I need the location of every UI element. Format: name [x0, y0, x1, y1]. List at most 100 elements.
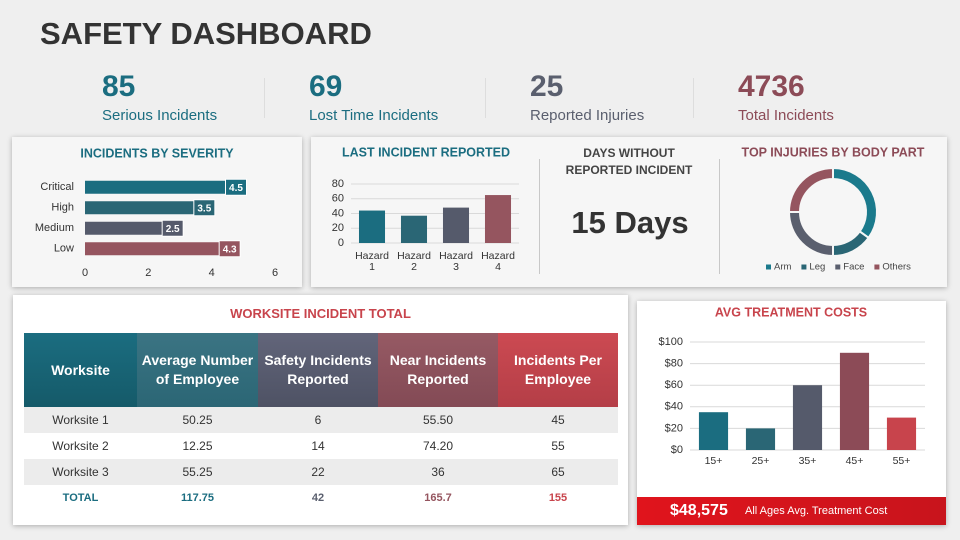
y-tick-label: $40	[665, 401, 683, 413]
x-tick-label: Hazard 1	[355, 250, 389, 273]
table-row: Worksite 2 12.25 14 74.20 55	[24, 433, 618, 459]
legend-swatch	[835, 264, 841, 270]
treatment-chart: AVG TREATMENT COSTS $0 $20 $40 $60 $80 $100	[659, 305, 925, 456]
x-tick-label: 15+	[704, 455, 723, 467]
x-tick-label: Hazard 4	[481, 250, 515, 273]
worksite-table: Worksite Average Number of Employee Safety…	[24, 333, 618, 511]
x-tick-label: 6	[272, 267, 278, 279]
footer-bar: $48,575 All Ages Avg. Treatment Cost	[637, 497, 946, 525]
value-label: 4.5	[229, 183, 243, 194]
value-label-box	[193, 199, 216, 217]
divider	[719, 159, 720, 274]
table-row: Worksite 3 55.25 22 36 65	[24, 459, 618, 485]
total-cell: 42	[311, 492, 325, 504]
y-tick-label: $60	[665, 379, 683, 391]
y-tick-label: 20	[332, 222, 344, 234]
kpi-label: Reported Injuries	[530, 107, 645, 124]
x-tick-label: 55+	[892, 455, 911, 467]
x-tick-label: 45+	[845, 455, 864, 467]
kpi-value: 85	[102, 70, 136, 103]
slice	[832, 230, 870, 258]
footer-label: All Ages Avg. Treatment Cost	[745, 505, 888, 517]
y-tick-label: High	[51, 202, 74, 214]
treatment-panel: AVG TREATMENT COSTS $0 $20 $40 $60 $80 $100 $4…	[637, 301, 946, 525]
slice	[787, 211, 834, 258]
bar	[484, 195, 512, 243]
y-tick-label: 60	[332, 193, 344, 205]
days-title: DAYS WITHOUT REPORTED INCIDENT	[565, 146, 693, 177]
chart-title: TOP INJURIES BY BODY PART	[742, 145, 925, 159]
value-label: 3.5	[197, 203, 211, 214]
table-cell: 45	[551, 413, 565, 427]
x-tick-label: 35+	[798, 455, 817, 467]
column-header: Worksite	[24, 333, 137, 407]
kpi-divider	[693, 78, 694, 118]
severity-panel: INCIDENTS BY SEVERITY 0 2 4 6 Critical 4.5 High…	[12, 137, 302, 287]
legend-swatch	[874, 264, 880, 270]
table-cell: 22	[311, 465, 325, 479]
severity-chart: INCIDENTS BY SEVERITY 0 2 4 6 Critical 4.5 High…	[35, 146, 278, 279]
hazard-chart: LAST INCIDENT REPORTED 0 20 40 60 80	[332, 145, 519, 249]
legend-label: Face	[843, 262, 864, 273]
bar	[85, 201, 196, 215]
worksite-panel: WORKSITE INCIDENT TOTAL Worksite Average …	[13, 295, 628, 525]
divider	[539, 159, 540, 274]
table-cell: Worksite 3	[52, 465, 109, 479]
column-header: Average Number of Employee	[137, 333, 258, 407]
legend-swatch	[766, 264, 771, 270]
legend-swatch	[801, 264, 807, 270]
total-cell: 165.7	[424, 492, 452, 504]
legend-label: Leg	[809, 262, 825, 273]
bar	[358, 210, 386, 243]
footer-value: $48,575	[670, 502, 728, 519]
chart-title: INCIDENTS BY SEVERITY	[80, 146, 234, 160]
y-tick-label: $20	[665, 422, 683, 434]
kpi-value: 25	[530, 70, 564, 103]
column-header: Near Incidents Reported	[378, 333, 498, 407]
y-tick-label: 40	[332, 207, 344, 219]
incident-panel: LAST INCIDENT REPORTED 0 20 40 60 80 DAYS WIT…	[311, 137, 947, 287]
y-tick-label: Critical	[40, 181, 74, 193]
bar	[442, 207, 470, 243]
bar	[886, 417, 917, 450]
kpi-label: Total Incidents	[738, 107, 834, 124]
table-cell: 6	[314, 413, 322, 427]
y-tick-label: $100	[659, 336, 683, 348]
table-cell: Worksite 2	[52, 439, 109, 453]
table-cell: 55.50	[422, 413, 454, 427]
chart-title: LAST INCIDENT REPORTED	[342, 145, 510, 159]
value-label-box	[218, 240, 241, 258]
legend-label: Others	[882, 262, 911, 273]
bar	[792, 385, 823, 450]
table-cell: 50.25	[182, 413, 213, 427]
kpi-divider	[264, 78, 265, 118]
total-cell: 155	[548, 492, 568, 504]
total-cell: TOTAL	[62, 492, 99, 504]
table-cell: Worksite 1	[52, 413, 109, 427]
kpi-value: 69	[309, 70, 343, 103]
bar	[698, 412, 729, 450]
value-label-box	[161, 219, 184, 237]
table-title: WORKSITE INCIDENT TOTAL	[230, 306, 411, 321]
table-cell: 36	[431, 465, 445, 479]
page-title: SAFETY DASHBOARD	[40, 16, 372, 51]
value-label: 2.5	[166, 224, 180, 235]
table-cell: 12.25	[182, 439, 213, 453]
value-label-box	[225, 178, 247, 196]
x-tick-label: 4	[209, 267, 215, 279]
bar	[85, 221, 165, 235]
kpi-label: Lost Time Incidents	[309, 107, 439, 124]
table-cell: 55.25	[182, 465, 213, 479]
legend-label: Arm	[774, 262, 792, 273]
table-cell: 55	[551, 439, 565, 453]
y-tick-label: $80	[665, 358, 683, 370]
y-tick-label: $0	[671, 444, 683, 456]
x-tick-label: Hazard 2	[397, 250, 431, 273]
value-label: 4.3	[223, 244, 237, 255]
kpi-divider	[485, 78, 486, 118]
bar	[745, 428, 776, 450]
x-tick-label: 25+	[751, 455, 770, 467]
kpi-value: 4736	[738, 70, 805, 103]
column-header: Safety Incidents Reported	[258, 333, 378, 407]
